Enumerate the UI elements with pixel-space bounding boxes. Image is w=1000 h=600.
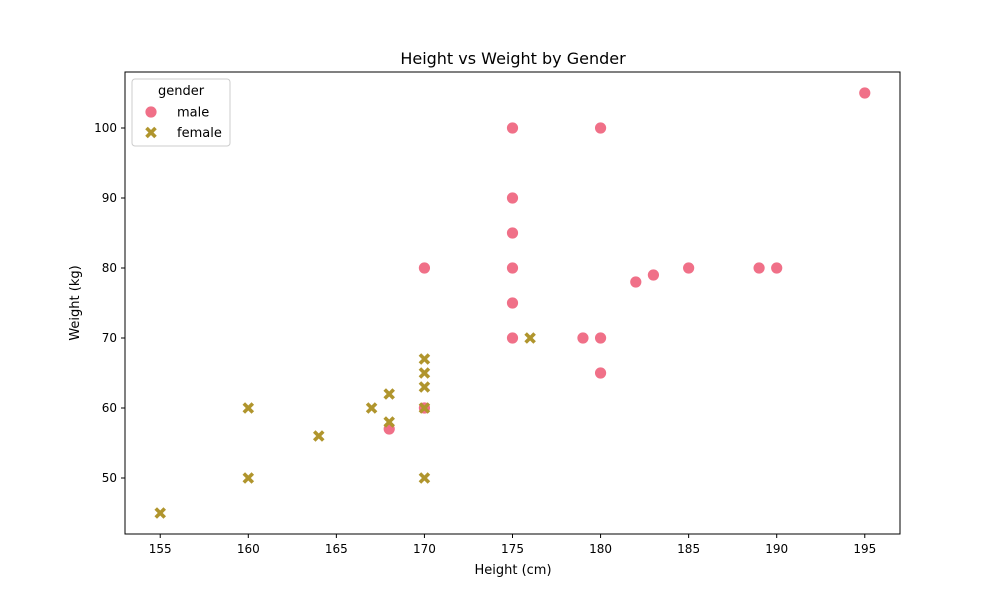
data-point-female xyxy=(154,507,166,519)
x-tick-label: 185 xyxy=(677,542,700,556)
data-point-female xyxy=(365,402,378,414)
data-point-male xyxy=(770,261,784,275)
data-point-male xyxy=(576,331,590,345)
data-point-male xyxy=(418,261,431,275)
legend: gender male female xyxy=(131,78,231,147)
y-tick-label: 70 xyxy=(102,331,117,345)
data-point-female xyxy=(383,416,395,428)
legend-label-female: female xyxy=(177,126,222,141)
data-point-male xyxy=(647,268,660,282)
data-point-female xyxy=(242,402,255,414)
data-point-male xyxy=(858,86,872,100)
data-point-female-stroke xyxy=(418,381,431,393)
data-point-male xyxy=(594,331,607,345)
y-axis-label: Weight (kg) xyxy=(68,265,83,340)
data-point-female-stroke xyxy=(418,367,431,379)
series-female xyxy=(154,332,536,519)
legend-marker-female-stroke xyxy=(145,126,157,139)
data-point-male xyxy=(506,331,519,345)
plot-area: 155 160 165 170 175 180 185 190 195 50 60 70 80 90 100 xyxy=(94,71,901,556)
y-tick-label: 100 xyxy=(94,121,117,135)
data-point-female-stroke xyxy=(242,472,255,484)
data-point-female-stroke xyxy=(242,402,255,414)
chart-title: Height vs Weight by Gender xyxy=(400,49,626,68)
legend-marker-female xyxy=(145,126,157,139)
data-point-male xyxy=(506,121,519,135)
data-point-male xyxy=(682,261,696,275)
data-point-female xyxy=(418,353,431,365)
x-axis-label: Height (cm) xyxy=(474,563,551,578)
x-tick-label: 175 xyxy=(501,542,524,556)
legend-marker-male xyxy=(144,105,158,119)
data-point-female xyxy=(242,472,255,484)
x-tick-label: 195 xyxy=(853,542,876,556)
x-tick-label: 165 xyxy=(325,542,348,556)
x-tick-label: 190 xyxy=(765,542,788,556)
x-tick-label: 160 xyxy=(237,542,260,556)
data-point-female xyxy=(524,332,536,344)
data-point-female-stroke xyxy=(418,472,431,484)
y-tick-label: 80 xyxy=(102,261,117,275)
x-tick-label: 170 xyxy=(413,542,436,556)
data-point-male xyxy=(506,261,519,275)
data-point-male xyxy=(506,296,519,310)
data-point-female-stroke xyxy=(418,402,431,414)
data-point-female-stroke xyxy=(383,416,395,428)
data-point-female-stroke xyxy=(524,332,536,344)
data-point-female xyxy=(312,430,325,442)
data-point-female xyxy=(418,381,431,393)
data-point-female-stroke xyxy=(383,388,395,400)
data-point-female-stroke xyxy=(418,353,431,365)
data-point-female xyxy=(418,472,431,484)
data-point-female-stroke xyxy=(365,402,378,414)
data-point-male xyxy=(506,226,519,240)
data-point-male xyxy=(629,275,643,289)
data-point-male xyxy=(594,366,607,380)
y-tick-label: 60 xyxy=(102,401,117,415)
x-tick-label: 155 xyxy=(149,542,172,556)
y-tick-label: 50 xyxy=(102,471,117,485)
data-point-female xyxy=(418,402,431,414)
data-point-male xyxy=(594,121,607,135)
legend-label-male: male xyxy=(177,106,209,121)
x-tick-label: 180 xyxy=(589,542,612,556)
series-male xyxy=(382,86,872,436)
data-point-female-stroke xyxy=(312,430,325,442)
data-point-male xyxy=(506,191,519,205)
data-point-female xyxy=(383,388,395,400)
legend-title: gender xyxy=(158,84,205,99)
data-point-male xyxy=(752,261,766,275)
data-point-female xyxy=(418,367,431,379)
data-point-female-stroke xyxy=(154,507,166,519)
y-tick-label: 90 xyxy=(102,191,117,205)
